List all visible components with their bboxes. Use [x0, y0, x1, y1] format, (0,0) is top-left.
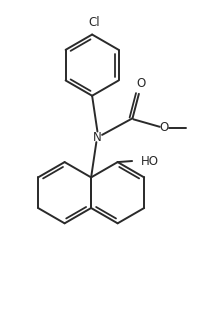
Text: N: N [93, 131, 102, 144]
Text: HO: HO [141, 155, 159, 168]
Text: O: O [136, 77, 146, 90]
Text: Cl: Cl [88, 16, 100, 29]
Text: O: O [160, 121, 169, 134]
